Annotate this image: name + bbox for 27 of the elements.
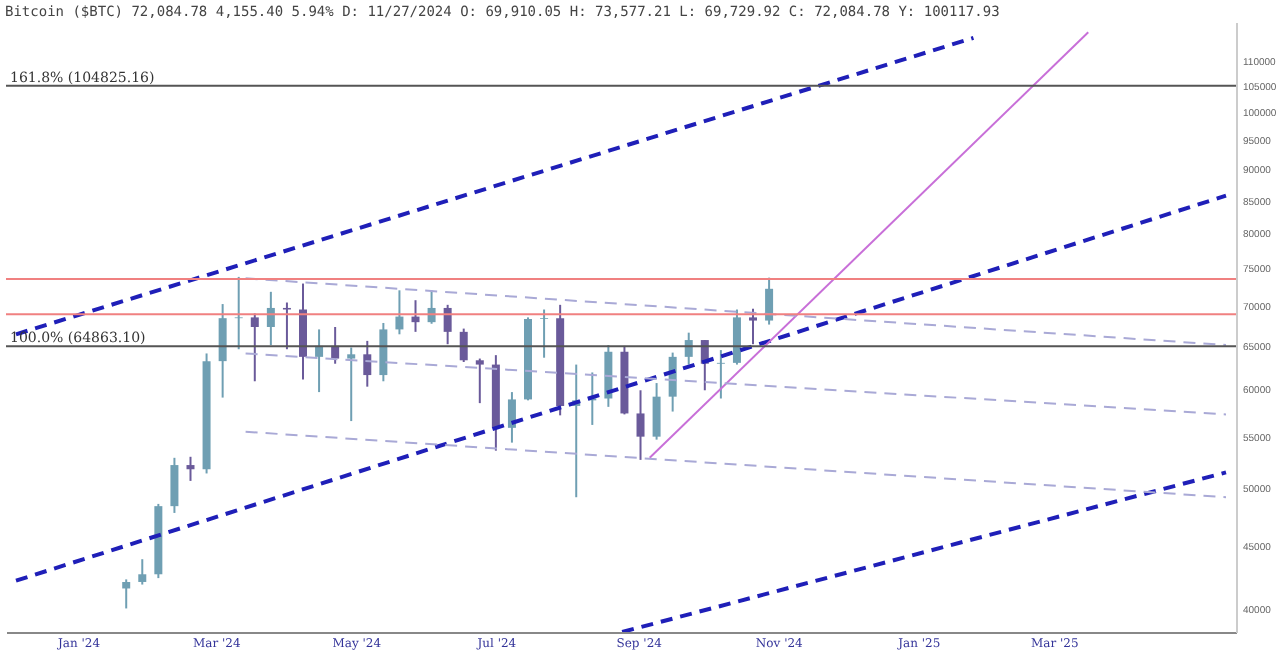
candlestick xyxy=(218,303,227,399)
candlestick xyxy=(347,346,356,423)
candlestick xyxy=(459,327,468,363)
candlestick xyxy=(122,578,131,610)
candlestick xyxy=(749,307,758,346)
candlestick xyxy=(170,456,179,514)
candlestick xyxy=(250,312,259,383)
candlestick xyxy=(315,328,324,394)
candlestick xyxy=(234,275,243,351)
candlestick xyxy=(652,382,661,441)
candlestick xyxy=(363,339,372,388)
candlestick xyxy=(732,308,741,366)
candlestick xyxy=(716,349,725,400)
candlestick xyxy=(186,455,195,482)
candlestick xyxy=(604,344,613,408)
candlestick xyxy=(282,301,291,351)
candlestick xyxy=(475,357,484,405)
candlestick xyxy=(507,391,516,444)
candlestick xyxy=(395,289,404,336)
candlestick xyxy=(379,321,388,383)
candlestick xyxy=(636,389,645,461)
candlestick xyxy=(138,558,147,586)
candlestick xyxy=(540,308,549,359)
candlestick xyxy=(684,331,693,366)
candlestick xyxy=(765,276,774,326)
candlestick xyxy=(299,282,307,381)
candlestick xyxy=(443,303,452,346)
